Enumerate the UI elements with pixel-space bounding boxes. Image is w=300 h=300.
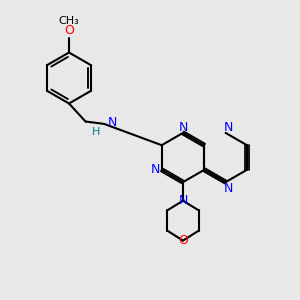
Text: N: N (178, 121, 188, 134)
Text: N: N (223, 182, 233, 195)
Text: N: N (108, 116, 117, 129)
Text: N: N (223, 121, 233, 134)
Text: N: N (178, 194, 188, 207)
Text: O: O (64, 24, 74, 38)
Text: O: O (178, 234, 188, 247)
Text: H: H (92, 127, 100, 137)
Text: N: N (150, 163, 160, 176)
Text: CH₃: CH₃ (58, 16, 80, 26)
